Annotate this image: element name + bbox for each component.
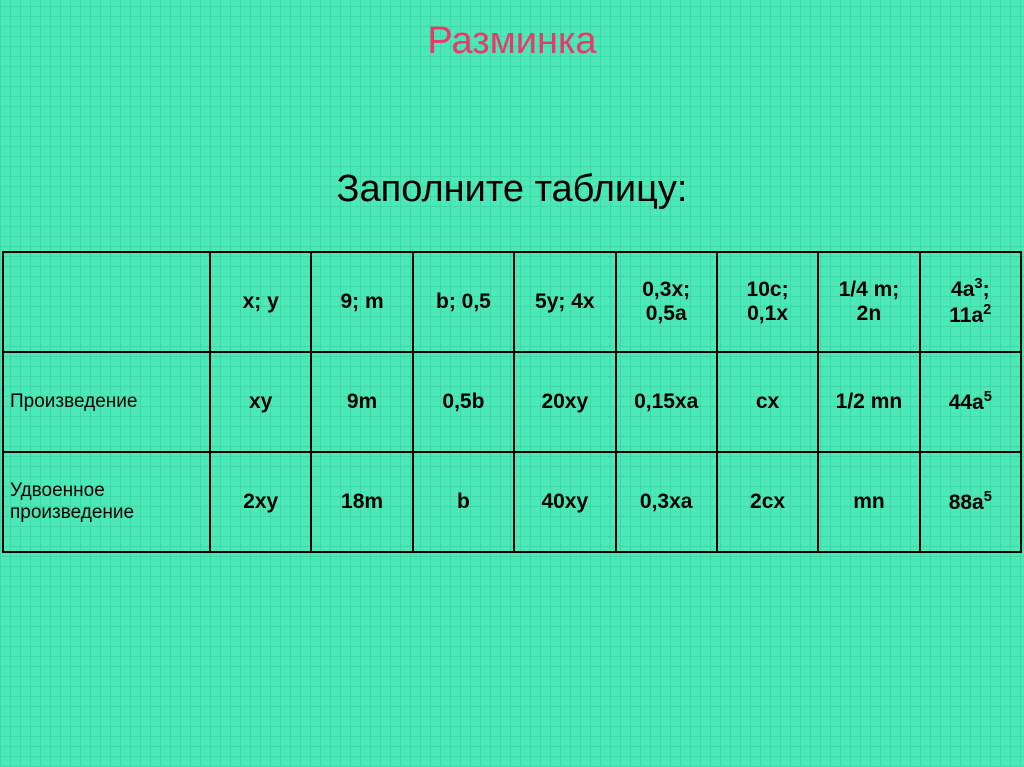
table-cell: 20xy [514, 352, 615, 452]
table-cell: 0,5b [413, 352, 514, 452]
table-cell: 1/2 mn [818, 352, 919, 452]
table-cell: 0,3xa [616, 452, 717, 552]
table-cell: cx [717, 352, 818, 452]
table-cell: mn [818, 452, 919, 552]
table-cell: 0,3x;0,5a [616, 252, 717, 352]
table-cell: b [413, 452, 514, 552]
table-cell: 40xy [514, 452, 615, 552]
table-cell: 9; m [311, 252, 412, 352]
data-table: x; y9; mb; 0,55y; 4x0,3x;0,5a10c;0,1x1/4… [2, 251, 1022, 553]
table-cell: 44a5 [920, 352, 1021, 452]
table-container: x; y9; mb; 0,55y; 4x0,3x;0,5a10c;0,1x1/4… [0, 251, 1024, 553]
table-cell: 0,15xa [616, 352, 717, 452]
table-cell: 5y; 4x [514, 252, 615, 352]
table-cell: 2xy [210, 452, 311, 552]
table-cell: 1/4 m;2n [818, 252, 919, 352]
table-cell: 2cx [717, 452, 818, 552]
table-cell: 18m [311, 452, 412, 552]
table-row: Удвоенное произведение2xy18mb40xy0,3xa2c… [3, 452, 1021, 552]
table-cell: 9m [311, 352, 412, 452]
page-subtitle: Заполните таблицу: [0, 63, 1024, 251]
table-cell: 4a3;11a2 [920, 252, 1021, 352]
table-cell: x; y [210, 252, 311, 352]
row-header: Произведение [3, 352, 210, 452]
table-row: x; y9; mb; 0,55y; 4x0,3x;0,5a10c;0,1x1/4… [3, 252, 1021, 352]
row-header: Удвоенное произведение [3, 452, 210, 552]
table-cell: xy [210, 352, 311, 452]
page-title: Разминка [0, 0, 1024, 63]
row-header [3, 252, 210, 352]
table-row: Произведениеxy9m0,5b20xy0,15xacx1/2 mn44… [3, 352, 1021, 452]
table-cell: 10c;0,1x [717, 252, 818, 352]
table-cell: b; 0,5 [413, 252, 514, 352]
table-cell: 88a5 [920, 452, 1021, 552]
